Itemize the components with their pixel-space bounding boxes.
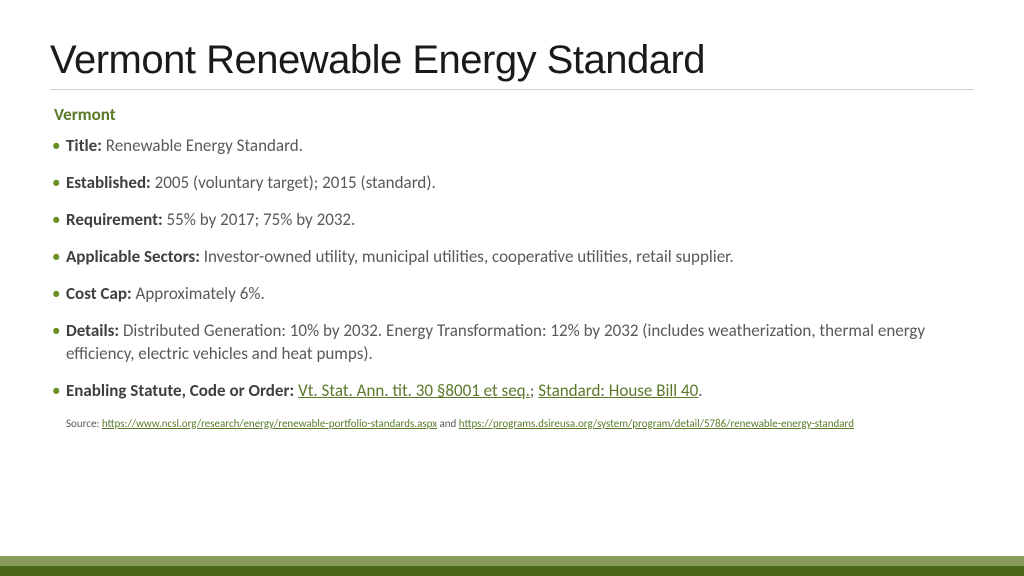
footer-bar-bottom xyxy=(0,566,1024,576)
list-item: Requirement: 55% by 2017; 75% by 2032. xyxy=(50,209,974,232)
field-label: Requirement: xyxy=(66,209,163,230)
field-value: 55% by 2017; 75% by 2032. xyxy=(163,209,356,230)
source-link-1[interactable]: https://www.ncsl.org/research/energy/ren… xyxy=(102,417,437,430)
field-value: Investor-owned utility, municipal utilit… xyxy=(200,246,734,267)
field-value: Distributed Generation: 10% by 2032. Ene… xyxy=(66,320,925,364)
field-value: 2005 (voluntary target); 2015 (standard)… xyxy=(151,172,436,193)
source-line: Source: https://www.ncsl.org/research/en… xyxy=(50,417,974,430)
footer-bar xyxy=(0,556,1024,576)
statute-link-2[interactable]: Standard: House Bill 40 xyxy=(538,380,698,401)
field-label: Enabling Statute, Code or Order: xyxy=(66,380,294,401)
bullet-list: Title: Renewable Energy Standard. Establ… xyxy=(50,135,974,403)
field-value: Renewable Energy Standard. xyxy=(102,135,303,156)
list-item-statute: Enabling Statute, Code or Order: Vt. Sta… xyxy=(50,380,974,403)
list-item: Applicable Sectors: Investor-owned utili… xyxy=(50,246,974,269)
field-label: Details: xyxy=(66,320,119,341)
field-label: Title: xyxy=(66,135,102,156)
slide-title: Vermont Renewable Energy Standard xyxy=(50,38,974,90)
statute-link-1[interactable]: Vt. Stat. Ann. tit. 30 §8001 et seq. xyxy=(298,380,530,401)
field-label: Cost Cap: xyxy=(66,283,132,304)
field-label: Applicable Sectors: xyxy=(66,246,200,267)
list-item: Cost Cap: Approximately 6%. xyxy=(50,283,974,306)
list-item: Title: Renewable Energy Standard. xyxy=(50,135,974,158)
field-value: Approximately 6%. xyxy=(132,283,265,304)
field-label: Established: xyxy=(66,172,151,193)
list-item: Details: Distributed Generation: 10% by … xyxy=(50,320,974,366)
source-mid: and xyxy=(437,417,459,430)
source-link-2[interactable]: https://programs.dsireusa.org/system/pro… xyxy=(459,417,854,430)
slide-container: Vermont Renewable Energy Standard Vermon… xyxy=(0,0,1024,430)
source-prefix: Source: xyxy=(66,417,102,430)
list-item: Established: 2005 (voluntary target); 20… xyxy=(50,172,974,195)
end-punct: . xyxy=(698,380,702,401)
footer-bar-top xyxy=(0,556,1024,566)
state-label: Vermont xyxy=(54,104,974,125)
